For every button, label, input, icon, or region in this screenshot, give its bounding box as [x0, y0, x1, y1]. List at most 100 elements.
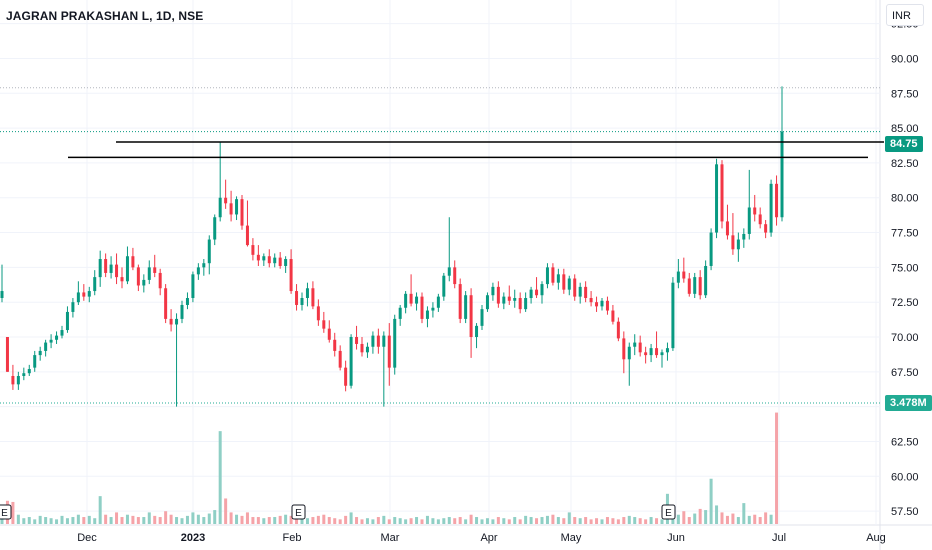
- candle-body: [535, 289, 539, 296]
- candle-body: [649, 348, 653, 356]
- candle-body: [496, 286, 500, 304]
- volume-bar: [453, 518, 457, 524]
- volume-bar: [295, 517, 299, 524]
- volume-bar: [567, 512, 571, 524]
- candle-body: [507, 296, 511, 301]
- candle-body: [633, 342, 637, 347]
- x-tick-label: Aug: [866, 532, 886, 544]
- candle-body: [556, 274, 560, 283]
- volume-bar: [518, 519, 522, 524]
- x-tick-label: May: [561, 532, 582, 544]
- candle-body: [404, 293, 408, 308]
- volume-bar: [415, 517, 419, 524]
- y-tick-label: 77.50: [891, 228, 919, 240]
- volume-bar: [622, 517, 626, 524]
- volume-bar: [27, 517, 31, 524]
- candle-body: [545, 267, 549, 285]
- candle-body: [273, 257, 277, 264]
- volume-bar: [305, 518, 309, 524]
- candle-body: [442, 275, 446, 297]
- candle-body: [731, 235, 735, 250]
- volume-bar: [731, 513, 735, 524]
- volume-bar: [736, 517, 740, 524]
- candle-body: [453, 267, 457, 285]
- candle-body: [584, 286, 588, 299]
- candle-body: [305, 288, 309, 299]
- volume-bar: [60, 515, 64, 524]
- candle-body: [720, 164, 724, 222]
- volume-bar: [698, 508, 702, 524]
- candle-body: [578, 286, 582, 297]
- volume-bar: [16, 514, 20, 524]
- volume-bar: [158, 517, 162, 524]
- last-price-badge: 84.75: [885, 136, 923, 152]
- candle-body: [595, 302, 599, 307]
- volume-bar: [600, 519, 604, 524]
- candle-body: [175, 318, 179, 325]
- candle-body: [16, 375, 20, 385]
- volume-bar: [147, 512, 151, 524]
- candle-body: [93, 277, 97, 292]
- volume-bar: [202, 517, 206, 524]
- volume-bar: [33, 519, 37, 524]
- volume-bar: [655, 518, 659, 524]
- volume-bar: [540, 517, 544, 524]
- candle-body: [704, 265, 708, 296]
- volume-bar: [311, 517, 315, 524]
- candle-body: [65, 311, 69, 331]
- volume-bar: [725, 515, 729, 524]
- volume-bar: [627, 515, 631, 524]
- volume-bar: [344, 515, 348, 524]
- candle-body: [142, 279, 146, 286]
- candle-body: [295, 291, 299, 305]
- candle-body: [185, 298, 189, 305]
- volume-bar: [349, 512, 353, 524]
- candle-body: [687, 278, 691, 294]
- candle-body: [562, 274, 566, 290]
- volume-bar: [682, 511, 686, 524]
- volume-bar: [398, 518, 402, 524]
- volume-bar: [764, 512, 768, 524]
- candle-body: [109, 264, 113, 273]
- volume-bar: [758, 517, 762, 524]
- volume-bar: [660, 519, 664, 524]
- candle-body: [267, 256, 271, 264]
- candle-body: [213, 217, 217, 240]
- volume-bar: [229, 512, 233, 524]
- volume-bar: [382, 515, 386, 524]
- candle-body: [289, 259, 293, 292]
- currency-selector[interactable]: INR: [886, 4, 924, 26]
- volume-bar: [605, 517, 609, 524]
- candle-body: [169, 318, 173, 325]
- candle-body: [600, 300, 604, 307]
- candle-body: [420, 296, 424, 319]
- volume-bar: [218, 431, 222, 524]
- volume-bar: [562, 518, 566, 524]
- x-tick-label: 2023: [181, 532, 205, 544]
- candle-body: [27, 369, 31, 374]
- candle-body: [38, 350, 42, 356]
- candle-body: [5, 337, 9, 372]
- y-tick-label: 75.00: [891, 262, 919, 274]
- candle-body: [22, 373, 26, 376]
- volume-bar: [115, 512, 119, 524]
- candle-body: [338, 350, 342, 368]
- chart-title: JAGRAN PRAKASHAN L, 1D, NSE: [6, 9, 204, 23]
- volume-bar: [224, 498, 228, 524]
- volume-bar: [475, 517, 479, 524]
- candle-body: [207, 239, 211, 264]
- volume-bar: [284, 514, 288, 524]
- candle-body: [540, 284, 544, 296]
- candle-body: [709, 232, 713, 266]
- candle-body: [676, 271, 680, 283]
- candle-body: [98, 259, 102, 278]
- volume-bar: [49, 518, 53, 524]
- y-tick-label: 57.50: [891, 506, 919, 518]
- volume-bar: [104, 514, 108, 524]
- volume-bar: [131, 515, 135, 524]
- candle-body: [120, 277, 124, 282]
- volume-bar: [278, 515, 282, 524]
- candle-body: [431, 307, 435, 311]
- volume-bar: [753, 514, 757, 524]
